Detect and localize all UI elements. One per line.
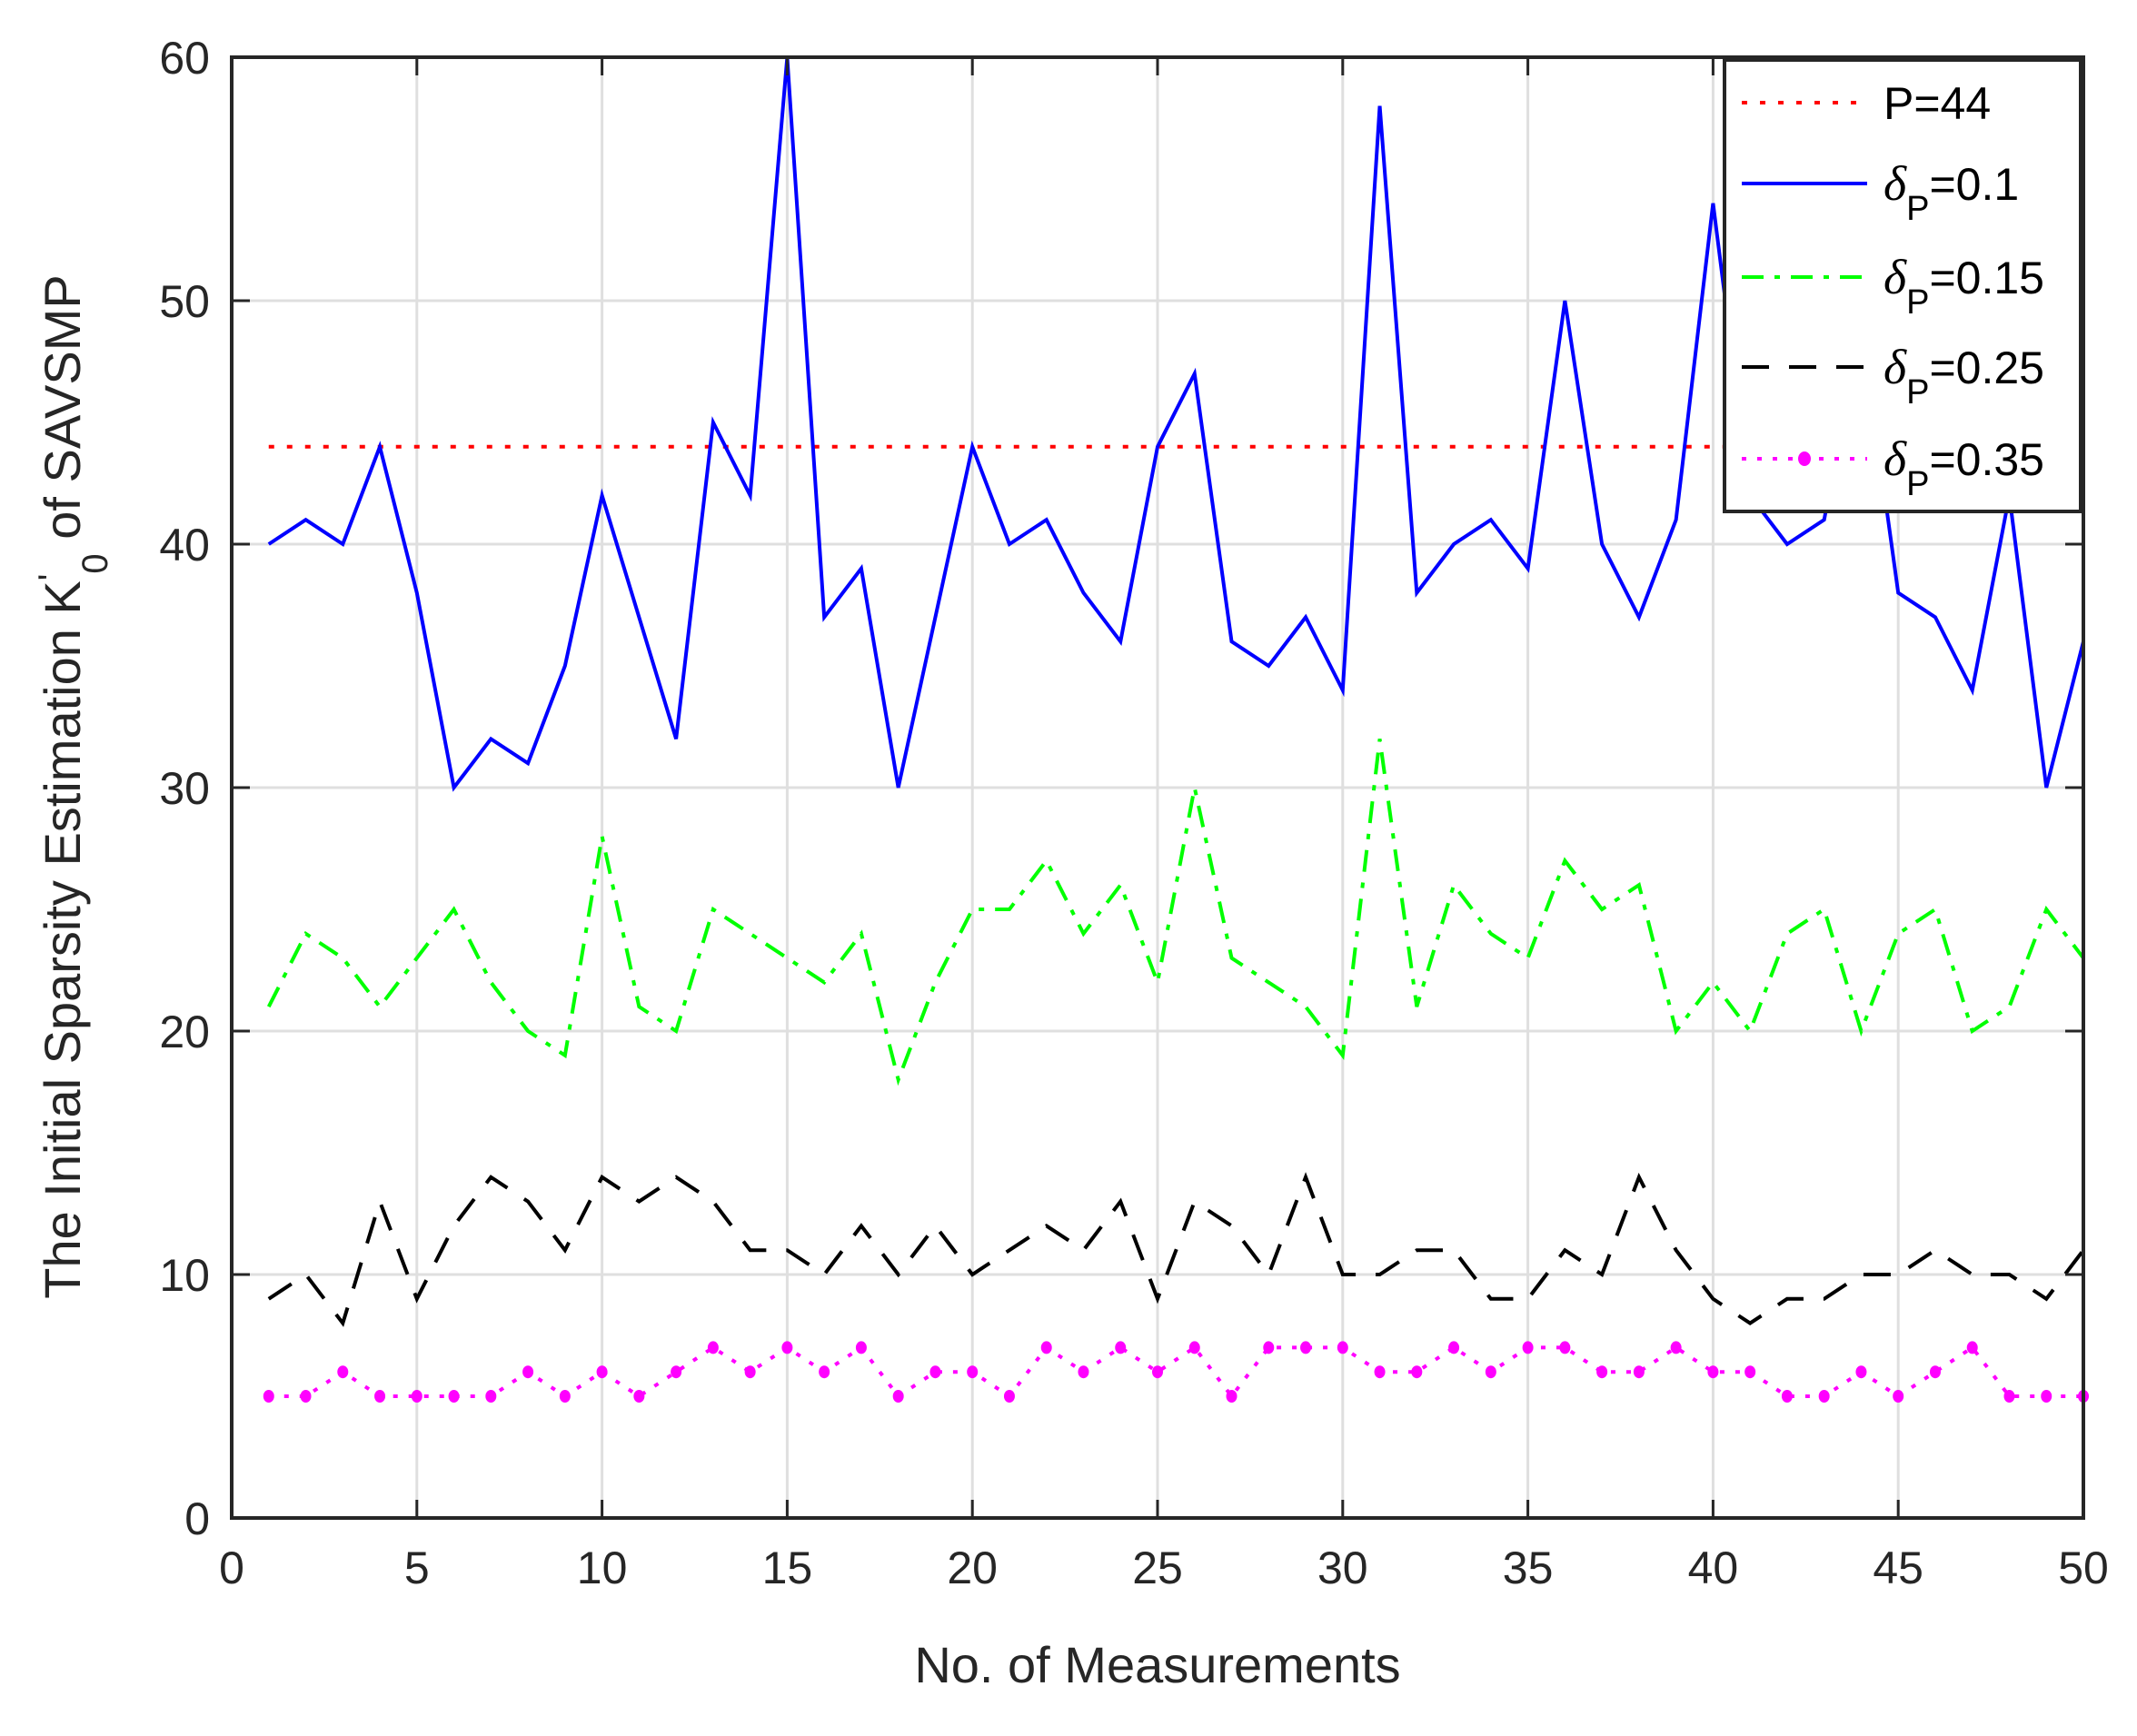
x-tick-label: 35 [1503,1543,1554,1593]
legend: P=44 δP=0.1 δP=0.15 δP=0.25 δP=0.35 [1723,58,2082,513]
series-line [268,1344,2083,1400]
legend-label: δP=0.15 [1884,250,2044,322]
data-series [263,56,2089,1403]
x-tick-label: 20 [947,1543,998,1593]
data-point-marker [744,1365,756,1379]
data-point-marker [1818,1390,1830,1403]
data-point-marker [633,1390,645,1403]
data-point-marker [1411,1365,1423,1379]
y-tick-label: 0 [184,1493,210,1544]
data-point-marker [1893,1390,1904,1403]
data-point-marker [1670,1341,1682,1354]
legend-entry: δP=0.1 [1742,156,2019,228]
series-3 [267,1172,2085,1327]
data-point-marker [522,1365,534,1379]
data-point-marker [411,1390,422,1403]
series-line [267,1172,2085,1327]
data-point-marker [1226,1390,1237,1403]
data-point-marker [1522,1341,1534,1354]
legend-entry: δP=0.35 [1742,432,2044,503]
x-tick-label: 45 [1873,1543,1923,1593]
x-axis-label: No. of Measurements [914,1636,1400,1693]
data-point-marker [374,1390,386,1403]
data-point-marker [1152,1365,1163,1379]
data-point-marker [1040,1341,1052,1354]
y-tick-label: 40 [159,520,210,570]
data-point-marker [1855,1365,1867,1379]
y-tick-label: 10 [159,1250,210,1301]
x-tick-label: 10 [577,1543,628,1593]
data-point-marker [967,1365,979,1379]
data-point-marker [559,1390,571,1403]
legend-label: δP=0.25 [1884,340,2044,412]
data-point-marker [448,1390,460,1403]
data-point-marker [1633,1365,1645,1379]
data-point-marker [1263,1341,1275,1354]
x-tick-label: 0 [219,1543,244,1593]
data-point-marker [781,1341,793,1354]
data-point-marker [1781,1390,1793,1403]
data-point-marker [300,1390,312,1403]
axis-labels: No. of Measurements The Initial Sparsity… [32,274,1401,1693]
x-tick-label: 15 [762,1543,813,1593]
tick-labels: 0 5 10 15 20 25 30 35 40 45 50 0 10 20 30 40 50 60 [159,33,2108,1593]
data-point-marker [1744,1365,1756,1379]
data-point-marker [1337,1341,1348,1354]
y-axis-label-subscript: 0 [75,553,115,573]
data-point-marker [892,1390,904,1403]
legend-marker [1798,451,1811,466]
legend-entry: P=44 [1742,78,1991,129]
x-tick-label: 40 [1688,1543,1739,1593]
legend-entry: δP=0.25 [1742,340,2044,412]
data-point-marker [1188,1341,1200,1354]
data-point-marker [671,1365,682,1379]
x-tick-label: 5 [404,1543,430,1593]
data-point-marker [1559,1341,1571,1354]
legend-entry: δP=0.15 [1742,250,2044,322]
x-tick-label: 30 [1317,1543,1368,1593]
x-tick-label: 50 [2058,1543,2109,1593]
y-tick-label: 20 [159,1007,210,1057]
data-point-marker [596,1365,608,1379]
legend-box [1723,58,2082,513]
data-point-marker [1448,1341,1460,1354]
data-point-marker [855,1341,867,1354]
y-axis-label-main: The Initial Sparsity Estimation K [34,580,91,1299]
legend-label: δP=0.1 [1884,156,2019,228]
y-tick-label: 30 [159,763,210,814]
data-point-marker [337,1365,349,1379]
data-point-marker [1078,1365,1089,1379]
series-4 [263,1341,2089,1403]
series-line [267,56,2085,792]
series-1 [267,56,2085,792]
data-point-marker [2041,1390,2053,1403]
data-point-marker [485,1390,497,1403]
data-point-marker [929,1365,941,1379]
y-axis-label-tail: of SAVSMP [34,274,91,553]
y-tick-label: 50 [159,276,210,327]
data-point-marker [1115,1341,1127,1354]
data-point-marker [707,1341,719,1354]
x-tick-label: 25 [1132,1543,1183,1593]
data-point-marker [1003,1390,1015,1403]
y-axis-label: The Initial Sparsity Estimation K'0 of S… [32,274,115,1299]
data-point-marker [819,1365,830,1379]
data-point-marker [263,1390,274,1403]
data-point-marker [1485,1365,1496,1379]
data-point-marker [1374,1365,1386,1379]
legend-label: δP=0.35 [1884,432,2044,503]
data-point-marker [1966,1341,1978,1354]
y-tick-label: 60 [159,33,210,84]
data-point-marker [2003,1390,2015,1403]
legend-label: P=44 [1884,78,1991,129]
data-point-marker [1300,1341,1312,1354]
data-point-marker [1596,1365,1608,1379]
y-axis-label-prime: ' [32,574,72,581]
data-point-marker [1929,1365,1941,1379]
data-point-marker [1707,1365,1719,1379]
